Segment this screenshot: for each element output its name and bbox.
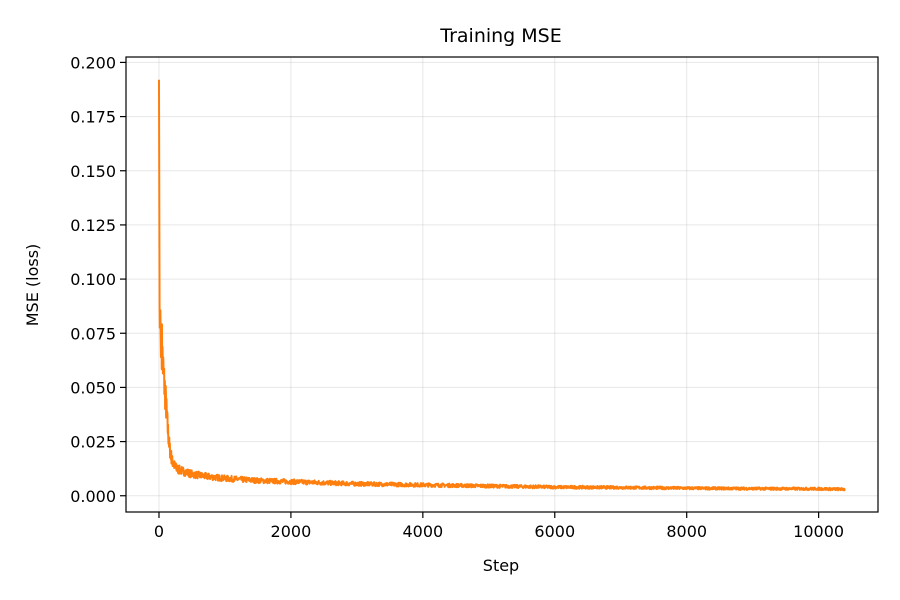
y-tick-label: 0.200 bbox=[70, 53, 116, 72]
y-tick-label: 0.100 bbox=[70, 270, 116, 289]
y-tick-label: 0.050 bbox=[70, 378, 116, 397]
x-tick-label: 2000 bbox=[271, 522, 312, 541]
x-axis-label: Step bbox=[483, 556, 519, 575]
chart-title: Training MSE bbox=[439, 25, 561, 47]
x-tick-label: 8000 bbox=[666, 522, 707, 541]
y-tick-label: 0.000 bbox=[70, 487, 116, 506]
plot-frame bbox=[125, 56, 879, 513]
x-tick-label: 10000 bbox=[793, 522, 844, 541]
y-tick-label: 0.025 bbox=[70, 433, 116, 452]
x-tick-label: 0 bbox=[154, 522, 164, 541]
series-line bbox=[157, 79, 846, 492]
y-tick-label: 0.125 bbox=[70, 216, 116, 235]
line-layer bbox=[157, 79, 846, 492]
tick-layer: 0 2000 4000 6000 8000 10000 0.000 0.025 0.050 0.0… bbox=[70, 53, 844, 541]
y-tick-label: 0.150 bbox=[70, 162, 116, 181]
y-tick-label: 0.075 bbox=[70, 324, 116, 343]
x-tick-label: 4000 bbox=[402, 522, 443, 541]
x-tick-label: 6000 bbox=[534, 522, 575, 541]
grid-layer bbox=[126, 57, 878, 512]
y-axis-label: MSE (loss) bbox=[23, 244, 42, 327]
y-tick-label: 0.175 bbox=[70, 108, 116, 127]
